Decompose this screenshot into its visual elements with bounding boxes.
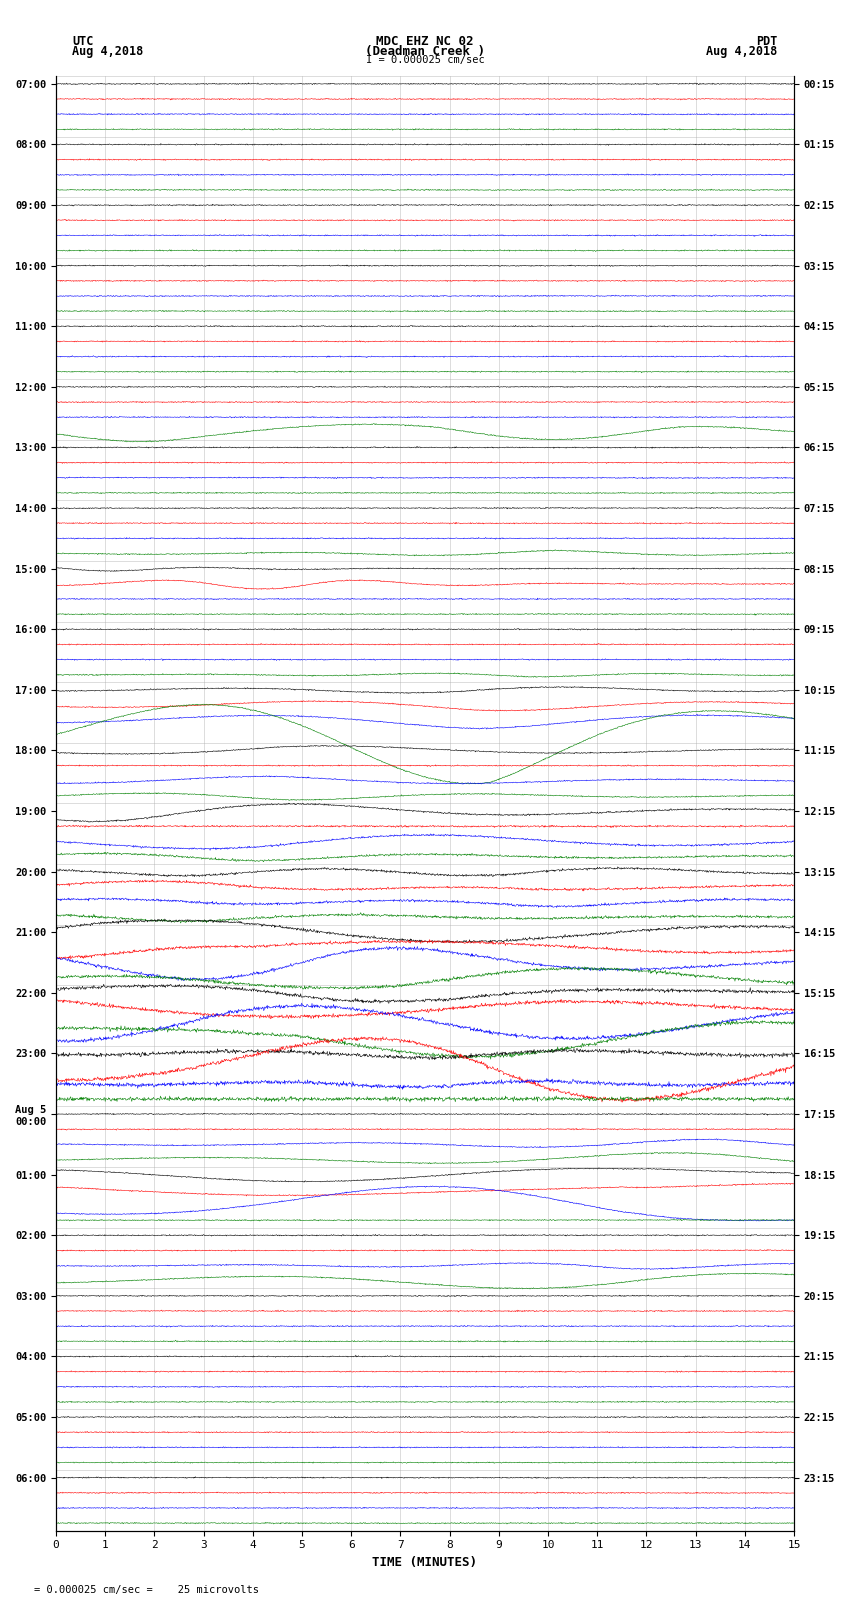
Text: Aug 4,2018: Aug 4,2018 <box>706 45 778 58</box>
Text: (Deadman Creek ): (Deadman Creek ) <box>365 45 485 58</box>
Text: MDC EHZ NC 02: MDC EHZ NC 02 <box>377 35 473 48</box>
Text: Aug 4,2018: Aug 4,2018 <box>72 45 144 58</box>
Text: = 0.000025 cm/sec =    25 microvolts: = 0.000025 cm/sec = 25 microvolts <box>34 1586 259 1595</box>
Text: PDT: PDT <box>756 35 778 48</box>
Text: UTC: UTC <box>72 35 94 48</box>
X-axis label: TIME (MINUTES): TIME (MINUTES) <box>372 1557 478 1569</box>
Text: I = 0.000025 cm/sec: I = 0.000025 cm/sec <box>366 55 484 65</box>
